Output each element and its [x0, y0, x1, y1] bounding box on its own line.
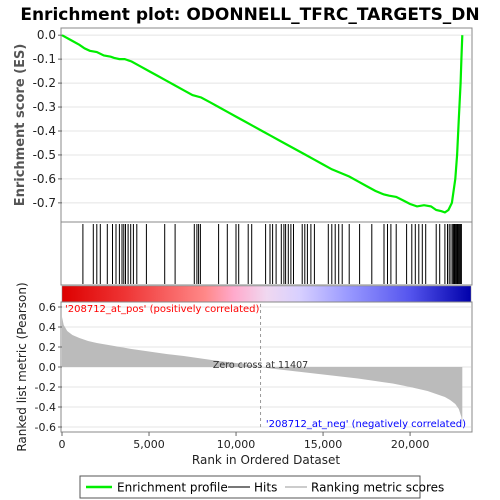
metric-ytick-label: 0.4 — [39, 321, 57, 334]
zero-cross-label: Zero cross at 11407 — [213, 360, 308, 371]
metric-ytick-label: -0.6 — [35, 421, 56, 434]
metric-ytick-label: 0.0 — [39, 361, 57, 374]
es-ytick-label: -0.3 — [33, 100, 56, 114]
metric-panel: Zero cross at 11407 '208712_at_pos' (pos… — [15, 282, 473, 452]
x-tick-label: 15,000 — [304, 438, 343, 451]
es-panel: 0.0 -0.1 -0.2 -0.3 -0.4 -0.5 -0.6 -0.7 Enrichme… — [13, 27, 473, 223]
x-tick-label: 10,000 — [217, 438, 256, 451]
x-axis: 0 5,000 10,000 15,000 20,000 — [59, 432, 430, 451]
metric-ytick-label: 0.6 — [39, 301, 57, 314]
es-ytick-label: -0.7 — [33, 196, 56, 210]
legend-enrichment-label: Enrichment profile — [117, 481, 228, 495]
rank-color-bar — [61, 285, 472, 303]
metric-ytick-label: -0.4 — [35, 401, 56, 414]
es-ylabel: Enrichment score (ES) — [13, 44, 28, 207]
ranking-metric-area — [62, 317, 463, 427]
metric-ytick-label: -0.2 — [35, 381, 56, 394]
neg-corr-label: '208712_at_neg' (negatively correlated) — [266, 419, 466, 430]
x-tick-label: 0 — [59, 438, 66, 451]
hits-panel — [60, 221, 473, 286]
metric-ylabel: Ranked list metric (Pearson) — [15, 282, 29, 451]
es-ytick-label: -0.4 — [33, 124, 56, 138]
metric-ytick-label: 0.2 — [39, 341, 57, 354]
es-ytick-label: -0.1 — [33, 52, 56, 66]
pos-corr-label: '208712_at_pos' (positively correlated) — [65, 304, 259, 315]
legend: Enrichment profile Hits Ranking metric s… — [79, 475, 444, 499]
es-ytick-label: -0.6 — [33, 172, 56, 186]
x-axis-label: Rank in Ordered Dataset — [192, 453, 340, 467]
x-tick-label: 5,000 — [133, 438, 165, 451]
es-ytick-label: -0.5 — [33, 148, 56, 162]
es-ytick-label: 0.0 — [37, 28, 56, 42]
es-panel-frame — [60, 27, 473, 223]
legend-hits-label: Hits — [254, 481, 277, 495]
legend-metric-label: Ranking metric scores — [311, 481, 444, 495]
hits-panel-frame — [60, 221, 473, 286]
enrichment-profile-line — [61, 34, 464, 214]
x-tick-label: 20,000 — [391, 438, 430, 451]
chart-title: Enrichment plot: ODONNELL_TFRC_TARGETS_D… — [20, 5, 479, 25]
es-ytick-label: -0.2 — [33, 76, 56, 90]
